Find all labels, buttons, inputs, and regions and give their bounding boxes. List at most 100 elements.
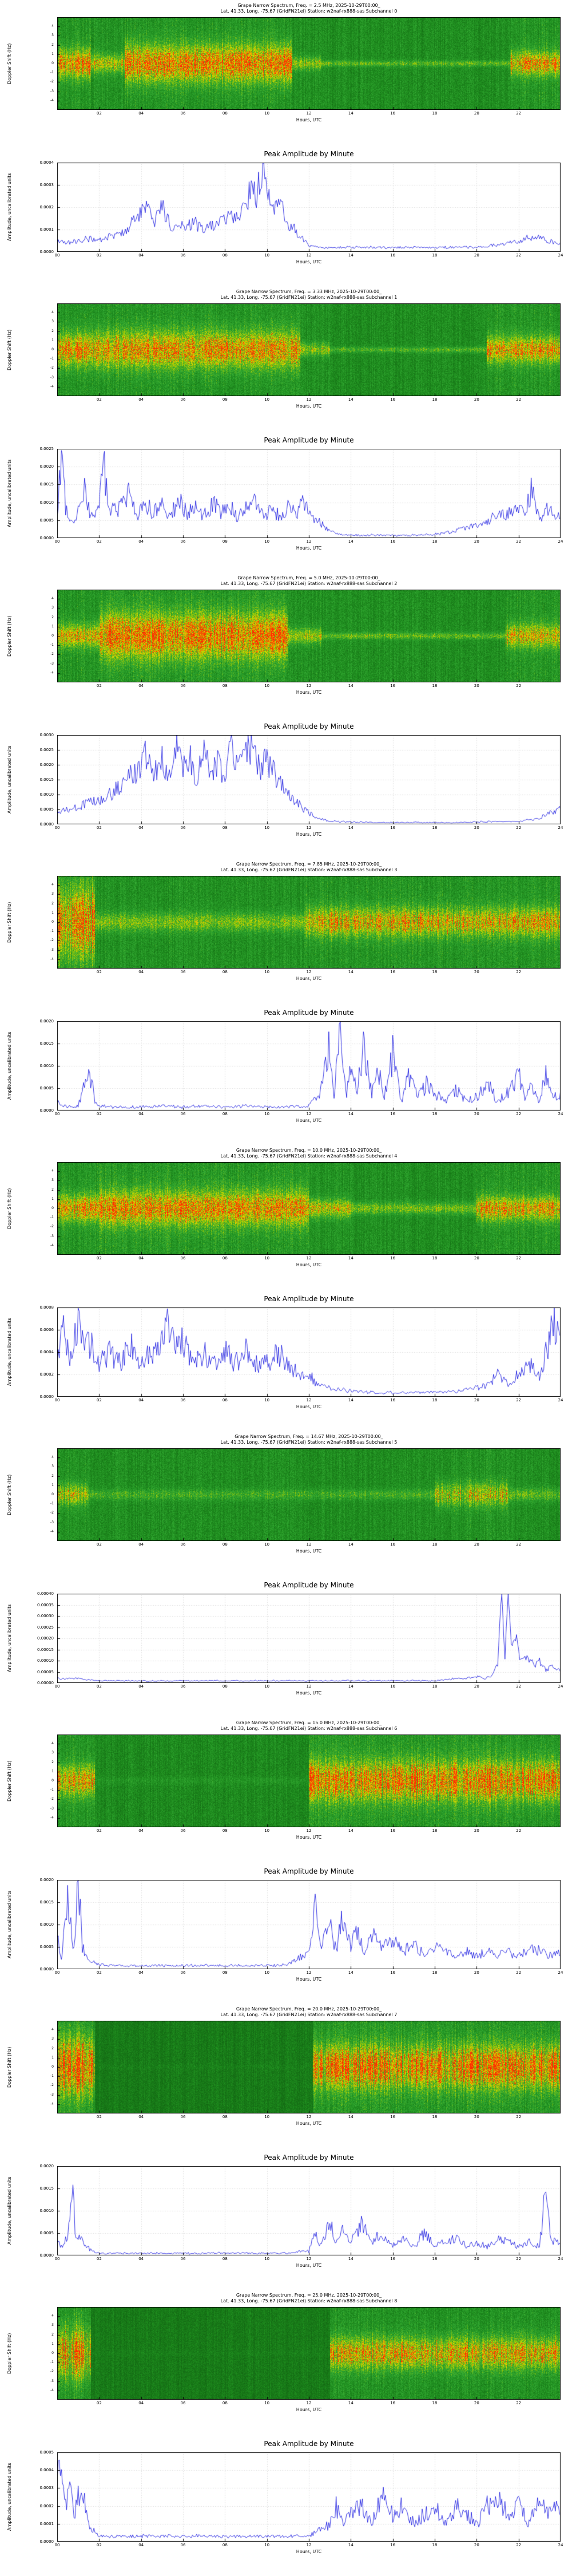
y-tick-label: 1 [51, 910, 54, 915]
y-tick-label: 3 [51, 319, 54, 324]
x-tick-label: 04 [138, 2401, 144, 2405]
x-axis-label: Hours, UTC [296, 1835, 322, 1840]
y-tick-label: 0.00025 [37, 1625, 54, 1630]
plot-canvas [57, 1021, 561, 1111]
x-tick-label: 10 [264, 1542, 270, 1547]
x-tick-label: 18 [432, 2543, 438, 2547]
x-tick-label: 04 [138, 2543, 144, 2547]
x-tick-label: 06 [180, 1542, 186, 1547]
y-tick-label: 0.0006 [39, 1327, 54, 1332]
x-tick-label: 10 [264, 397, 270, 402]
y-tick-label: 1 [51, 2055, 54, 2060]
x-tick-label: 12 [306, 2257, 312, 2261]
y-tick-label: 0.0003 [39, 2486, 54, 2491]
x-tick-label: 18 [432, 2115, 438, 2119]
x-tick-label: 20 [474, 1398, 479, 1402]
plot-canvas [57, 735, 561, 824]
spectrogram-chart-3: Grape Narrow Spectrum, Freq. = 7.85 MHz,… [0, 859, 572, 1002]
x-tick-label: 22 [516, 2115, 522, 2119]
x-axis-label: Hours, UTC [296, 2407, 322, 2412]
x-tick-label: 22 [516, 1112, 522, 1116]
plot-canvas [57, 2307, 561, 2400]
x-tick-label: 16 [390, 2401, 396, 2405]
x-tick-label: 14 [348, 1684, 353, 1689]
x-tick-label: 12 [306, 1684, 312, 1689]
x-tick-label: 18 [432, 2257, 438, 2261]
y-tick-label: 0.0015 [39, 482, 54, 487]
x-tick-label: 12 [306, 2543, 312, 2547]
chart-title-line2: Lat. 41.33, Long. -75.67 (GridFN21ei) St… [220, 2012, 398, 2017]
plot-canvas [57, 1880, 561, 1969]
x-tick-label: 02 [96, 1684, 102, 1689]
x-tick-label: 02 [96, 397, 102, 402]
y-tick-label: 0.00015 [37, 1647, 54, 1652]
x-tick-label: 16 [390, 2543, 396, 2547]
y-tick-label: 0.0010 [39, 500, 54, 505]
y-tick-label: 0.0005 [39, 807, 54, 812]
x-tick-label: 24 [558, 1398, 563, 1402]
y-tick-label: -3 [50, 947, 54, 952]
x-tick-label: 22 [516, 1828, 522, 1833]
x-tick-label: 04 [138, 1542, 144, 1547]
x-tick-label: 02 [96, 1542, 102, 1547]
x-tick-label: 08 [222, 1398, 228, 1402]
x-tick-label: 20 [474, 539, 479, 544]
y-tick-label: 0.00040 [37, 1591, 54, 1596]
y-tick-label: 4 [51, 2028, 54, 2032]
y-tick-label: 0.0005 [39, 1086, 54, 1091]
x-tick-label: 22 [516, 683, 522, 688]
y-tick-label: 0.0015 [39, 1900, 54, 1905]
chart-title: Peak Amplitude by Minute [264, 436, 354, 444]
y-tick-label: 0.0015 [39, 1041, 54, 1046]
x-tick-label: 08 [222, 1542, 228, 1547]
y-tick-label: -3 [50, 1520, 54, 1524]
y-tick-label: 4 [51, 2314, 54, 2318]
x-tick-label: 04 [138, 2257, 144, 2261]
plot-canvas [57, 163, 561, 252]
plot-canvas [57, 303, 561, 396]
y-tick-label: 0.0030 [39, 733, 54, 737]
y-tick-label: -4 [50, 2101, 54, 2106]
plot-canvas [57, 449, 561, 538]
x-tick-label: 14 [348, 1256, 353, 1261]
chart-title: Peak Amplitude by Minute [264, 2440, 354, 2448]
x-tick-label: 08 [222, 2257, 228, 2261]
spectrogram-chart-1: Grape Narrow Spectrum, Freq. = 3.33 MHz,… [0, 286, 572, 429]
x-tick-label: 14 [348, 1398, 353, 1402]
y-tick-label: 0.00010 [37, 1658, 54, 1663]
x-tick-label: 08 [222, 825, 228, 830]
y-tick-label: 4 [51, 24, 54, 29]
x-tick-label: 02 [96, 111, 102, 116]
y-tick-label: 4 [51, 1169, 54, 1174]
x-axis-label: Hours, UTC [296, 690, 322, 695]
x-tick-label: 02 [96, 1398, 102, 1402]
x-tick-label: 20 [474, 970, 479, 974]
y-tick-label: 2 [51, 2332, 54, 2337]
amplitude-chart-2: Peak Amplitude by Minute Amplitude, unca… [0, 716, 572, 859]
chart-title: Peak Amplitude by Minute [264, 1867, 354, 1875]
y-tick-label: 0 [51, 634, 54, 638]
chart-title-line2: Lat. 41.33, Long. -75.67 (GridFN21ei) St… [220, 1153, 398, 1159]
x-tick-label: 06 [180, 397, 186, 402]
y-tick-label: 0.0000 [39, 1967, 54, 1971]
y-tick-label: 0.0020 [39, 464, 54, 469]
y-tick-label: 3 [51, 1751, 54, 1755]
y-tick-label: 0.0004 [39, 160, 54, 165]
y-tick-label: -2 [50, 2083, 54, 2088]
amplitude-chart-1: Peak Amplitude by Minute Amplitude, unca… [0, 429, 572, 572]
x-tick-label: 04 [138, 683, 144, 688]
x-tick-label: 04 [138, 1828, 144, 1833]
chart-title-line1: Grape Narrow Spectrum, Freq. = 14.67 MHz… [235, 1434, 383, 1439]
x-tick-label: 20 [474, 1256, 479, 1261]
x-tick-label: 20 [474, 2257, 479, 2261]
x-axis-label: Hours, UTC [296, 404, 322, 409]
plot-canvas [57, 2452, 561, 2542]
x-tick-label: 24 [558, 539, 563, 544]
x-tick-label: 10 [264, 1256, 270, 1261]
chart-title-line1: Grape Narrow Spectrum, Freq. = 2.5 MHz, … [237, 3, 380, 8]
chart-title-line2: Lat. 41.33, Long. -75.67 (GridFN21ei) St… [220, 1726, 398, 1731]
plot-canvas [57, 1735, 561, 1827]
x-tick-label: 12 [306, 825, 312, 830]
x-tick-label: 14 [348, 1828, 353, 1833]
x-tick-label: 14 [348, 683, 353, 688]
